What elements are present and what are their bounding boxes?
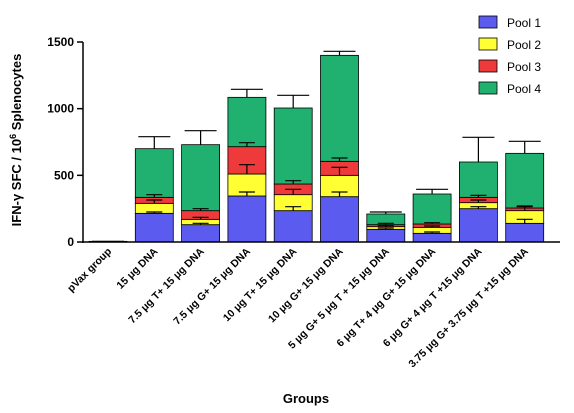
legend-swatch bbox=[478, 37, 498, 51]
legend-label: Pool 1 bbox=[507, 16, 541, 30]
y-tick-label: 500 bbox=[54, 168, 74, 182]
legend-label: Pool 3 bbox=[507, 60, 541, 74]
x-tick-label: 7.5 μg G+ 15 μg DNA bbox=[171, 245, 253, 327]
legend-swatch bbox=[478, 59, 498, 73]
bar-segment bbox=[505, 152, 545, 209]
y-axis-title-sup: 6 bbox=[8, 134, 18, 139]
x-tick-label: 15 μg DNA bbox=[114, 245, 160, 291]
y-axis-title-main: IFN-γ SFC / 10 bbox=[9, 139, 24, 226]
bar-segment bbox=[458, 208, 498, 243]
legend-swatch bbox=[478, 81, 498, 95]
y-tick-label: 1500 bbox=[47, 35, 74, 49]
bar-segment bbox=[320, 196, 359, 243]
bar-segment bbox=[227, 195, 267, 243]
bar-segment bbox=[134, 212, 174, 243]
x-tick-label: pVax group bbox=[65, 246, 114, 295]
bar-segment bbox=[412, 232, 452, 243]
legend-label: Pool 2 bbox=[507, 38, 541, 52]
bar-segment bbox=[366, 228, 406, 243]
bar-segment bbox=[181, 224, 221, 243]
y-axis-title: IFN-γ SFC / 106 Splenocytes bbox=[8, 54, 24, 227]
x-axis-title: Groups bbox=[283, 391, 329, 406]
bar-segment bbox=[505, 222, 545, 243]
legend-label: Pool 4 bbox=[507, 82, 541, 96]
y-tick-label: 0 bbox=[67, 235, 74, 249]
bar-segment bbox=[273, 210, 313, 243]
y-axis-title-tail: Splenocytes bbox=[9, 54, 24, 134]
legend: Pool 1 Pool 2 Pool 3 Pool 4 bbox=[478, 15, 541, 96]
bar-segment bbox=[181, 144, 221, 212]
plot-area bbox=[88, 50, 545, 243]
bar-segment bbox=[134, 148, 174, 198]
bar-segment bbox=[273, 107, 313, 185]
legend-swatch bbox=[478, 15, 498, 29]
bar-segment bbox=[227, 96, 267, 148]
bar-segment bbox=[458, 161, 498, 198]
bar-segment bbox=[320, 54, 359, 162]
y-tick-label: 1000 bbox=[47, 102, 74, 116]
x-tick-label: 7.5 μg T+ 15 μg DNA bbox=[126, 245, 207, 326]
bar-segment bbox=[412, 193, 452, 225]
